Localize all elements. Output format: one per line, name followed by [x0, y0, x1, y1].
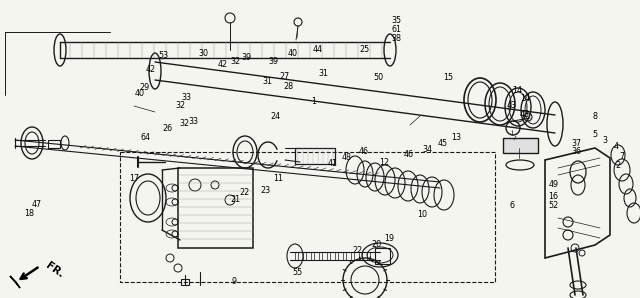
- Text: 44: 44: [312, 45, 323, 54]
- Text: 15: 15: [443, 73, 453, 82]
- Text: 61: 61: [392, 25, 402, 34]
- Text: 11: 11: [273, 174, 284, 183]
- Text: 39: 39: [269, 58, 279, 66]
- Text: 34: 34: [422, 145, 433, 153]
- Text: 5: 5: [593, 130, 598, 139]
- Bar: [375, 248, 390, 264]
- Text: 32: 32: [230, 57, 241, 66]
- Bar: [178, 168, 253, 248]
- Text: 4: 4: [613, 142, 618, 150]
- Text: 22: 22: [239, 188, 250, 197]
- Text: 64: 64: [141, 133, 151, 142]
- Text: 50: 50: [374, 73, 384, 82]
- Bar: [503, 138, 538, 153]
- Text: 40: 40: [288, 49, 298, 58]
- Text: 17: 17: [129, 174, 140, 183]
- Text: 2: 2: [615, 161, 620, 170]
- Text: 19: 19: [384, 234, 394, 243]
- Text: 47: 47: [32, 200, 42, 209]
- Text: 29: 29: [139, 83, 149, 91]
- Text: 25: 25: [360, 45, 370, 54]
- Text: 37: 37: [571, 139, 581, 148]
- Text: 41: 41: [328, 159, 338, 168]
- Text: 40: 40: [134, 89, 145, 98]
- Text: 43: 43: [507, 101, 517, 110]
- Text: 55: 55: [292, 268, 303, 277]
- Text: 20: 20: [371, 240, 381, 249]
- Bar: [48, 140, 60, 148]
- Text: 38: 38: [392, 34, 402, 43]
- Text: 24: 24: [270, 112, 280, 121]
- Text: 53: 53: [158, 51, 168, 60]
- Text: 6: 6: [509, 201, 515, 210]
- Text: 23: 23: [260, 186, 271, 195]
- Text: 14: 14: [520, 94, 530, 103]
- Text: 27: 27: [280, 72, 290, 81]
- Text: 33: 33: [182, 93, 192, 102]
- Text: 10: 10: [417, 210, 428, 219]
- Text: 33: 33: [188, 117, 198, 126]
- Text: 1: 1: [311, 97, 316, 106]
- Bar: [295, 148, 335, 164]
- Text: 31: 31: [262, 77, 273, 86]
- Text: 48: 48: [342, 153, 352, 162]
- Text: 26: 26: [163, 124, 173, 133]
- Text: 30: 30: [198, 49, 209, 58]
- Polygon shape: [10, 276, 20, 288]
- Text: 49: 49: [548, 180, 559, 189]
- Text: 32: 32: [175, 101, 186, 110]
- Text: 16: 16: [548, 192, 559, 201]
- Text: 32: 32: [179, 119, 189, 128]
- Text: 42: 42: [218, 60, 228, 69]
- Text: 22: 22: [352, 246, 362, 255]
- Text: 8: 8: [593, 112, 598, 121]
- Bar: [181, 279, 189, 285]
- Text: 42: 42: [145, 65, 156, 74]
- Text: 45: 45: [438, 139, 448, 148]
- Text: 46: 46: [403, 150, 413, 159]
- Text: FR.: FR.: [44, 260, 66, 280]
- Text: 31: 31: [318, 69, 328, 78]
- Text: 43: 43: [520, 110, 530, 119]
- Text: 52: 52: [548, 201, 559, 210]
- Bar: [120, 152, 495, 282]
- Text: 18: 18: [24, 209, 34, 218]
- Text: 7: 7: [620, 152, 625, 161]
- Text: 13: 13: [451, 133, 461, 142]
- Text: 46: 46: [358, 148, 369, 156]
- Text: 36: 36: [571, 148, 581, 156]
- Text: 39: 39: [241, 53, 252, 62]
- Text: 21: 21: [230, 195, 241, 204]
- Text: 35: 35: [392, 16, 402, 25]
- Text: 3: 3: [602, 136, 607, 145]
- Text: 14: 14: [512, 86, 522, 95]
- Text: 12: 12: [379, 158, 389, 167]
- Text: 9: 9: [231, 277, 236, 286]
- Text: 28: 28: [283, 82, 293, 91]
